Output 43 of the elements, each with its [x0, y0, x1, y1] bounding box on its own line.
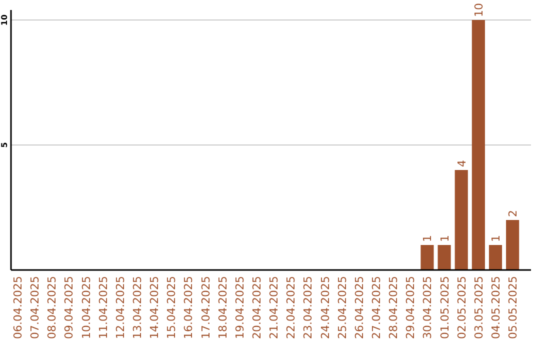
- x-tick-label: 27.04.2025: [370, 276, 384, 339]
- x-tick-label: 21.04.2025: [268, 276, 281, 339]
- x-tick-label: 16.04.2025: [182, 276, 196, 339]
- x-tick-label: 29.04.2025: [404, 276, 418, 339]
- x-tick-label: 09.04.2025: [62, 276, 76, 339]
- x-tick-label: 19.04.2025: [233, 276, 246, 339]
- x-tick-label: 20.04.2025: [250, 276, 264, 339]
- bar: [420, 245, 434, 270]
- x-tick-label: 08.04.2025: [46, 276, 59, 339]
- x-tick-label: 15.04.2025: [165, 276, 178, 339]
- data-label: 1: [438, 235, 452, 242]
- x-tick-label: 22.04.2025: [284, 276, 298, 339]
- data-label: 2: [506, 210, 520, 217]
- bar: [438, 245, 451, 270]
- x-tick-label: 25.04.2025: [336, 276, 349, 339]
- x-tick-label: 06.04.2025: [12, 276, 25, 339]
- y-tick-label: 5: [0, 142, 9, 148]
- x-tick-label: 03.05.2025: [472, 276, 486, 339]
- x-tick-label: 28.04.2025: [387, 276, 400, 339]
- bar: [454, 170, 468, 270]
- x-tick-label: 17.04.2025: [199, 276, 212, 339]
- bar: [488, 245, 502, 270]
- data-label: 1: [489, 235, 502, 242]
- x-tick-label: 26.04.2025: [352, 276, 366, 339]
- x-tick-label: 14.04.2025: [148, 276, 162, 339]
- x-tick-label: 23.04.2025: [302, 276, 315, 339]
- x-tick-label: 05.05.2025: [506, 276, 520, 339]
- x-tick-label: 12.04.2025: [114, 276, 127, 339]
- x-tick-label: 01.05.2025: [438, 276, 452, 339]
- x-tick-label: 24.04.2025: [318, 276, 332, 339]
- data-label: 10: [472, 3, 486, 17]
- x-tick-label: 18.04.2025: [216, 276, 230, 339]
- data-label: 4: [455, 160, 468, 167]
- x-tick-label: 30.04.2025: [421, 276, 434, 339]
- x-tick-label: 04.05.2025: [489, 276, 502, 339]
- x-tick-label: 13.04.2025: [131, 276, 144, 339]
- x-tick-label: 11.04.2025: [96, 276, 110, 339]
- x-tick-label: 07.04.2025: [28, 276, 42, 339]
- x-tick-label: 02.05.2025: [455, 276, 468, 339]
- bar: [472, 20, 485, 270]
- bar: [506, 220, 520, 270]
- x-tick-label: 10.04.2025: [80, 276, 93, 339]
- data-label: 1: [421, 235, 434, 242]
